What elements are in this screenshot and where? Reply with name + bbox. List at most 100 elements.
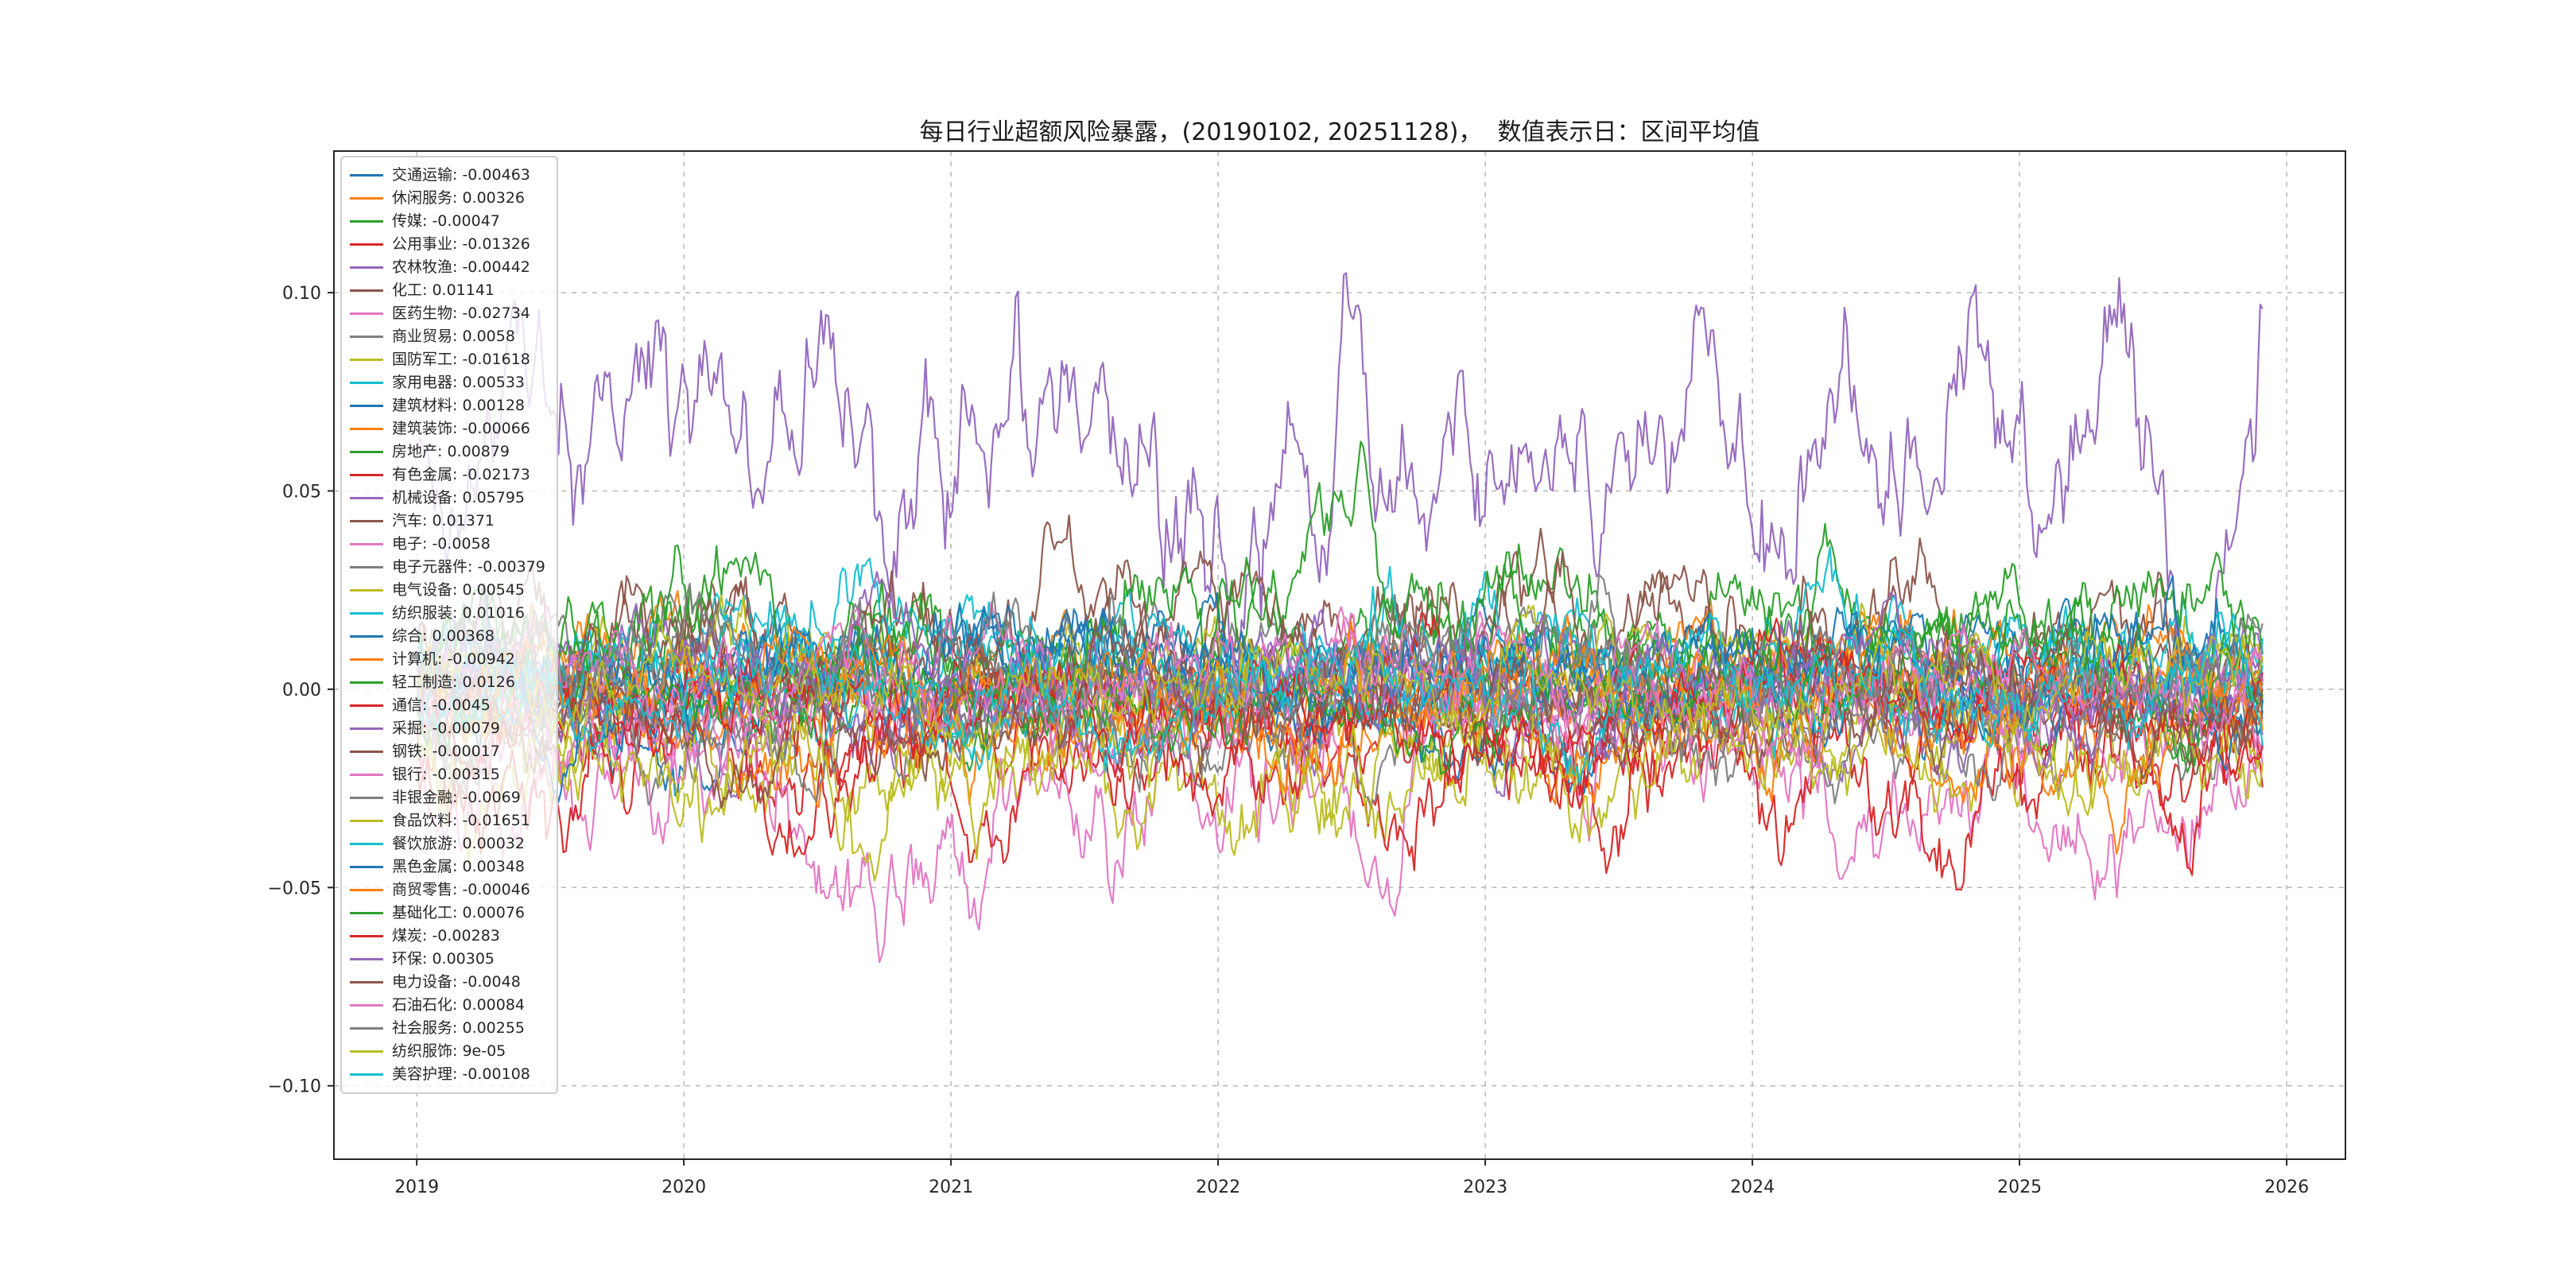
legend-line-swatch [350, 958, 383, 960]
x-tick-label: 2021 [929, 1177, 973, 1197]
x-tick-label: 2026 [2264, 1177, 2309, 1197]
x-tick-label: 2020 [661, 1177, 706, 1197]
x-tick-label: 2022 [1196, 1177, 1240, 1197]
legend-label: 美容护理: -0.00108 [392, 1065, 530, 1083]
legend-label: 公用事业: -0.01326 [392, 235, 530, 253]
series-line-商贸零售 [417, 614, 2264, 757]
series-line-煤炭 [417, 617, 2264, 803]
legend-label: 机械设备: 0.05795 [392, 489, 526, 506]
legend-line-swatch [350, 428, 383, 430]
legend-line-swatch [350, 405, 383, 407]
legend-line-swatch [350, 266, 383, 269]
legend-item: 环保: 0.00305 [350, 948, 545, 971]
legend-line-swatch [350, 866, 383, 868]
legend-item: 化工: 0.01141 [350, 279, 545, 302]
legend-item: 国防军工: -0.01618 [350, 348, 545, 371]
legend-line-swatch [350, 635, 383, 638]
legend-label: 化工: 0.01141 [392, 281, 495, 299]
legend-label: 环保: 0.00305 [392, 950, 495, 968]
legend-line-swatch [350, 566, 383, 568]
legend-item: 电力设备: -0.0048 [350, 971, 545, 994]
legend-label: 交通运输: -0.00463 [392, 166, 530, 184]
legend-item: 休闲服务: 0.00326 [350, 187, 545, 210]
legend-label: 电气设备: 0.00545 [392, 581, 526, 599]
legend-line-swatch [350, 981, 383, 983]
legend-label: 综合: 0.00368 [392, 627, 495, 645]
x-tick-label: 2024 [1730, 1177, 1775, 1197]
legend-item: 公用事业: -0.01326 [350, 233, 545, 256]
legend-item: 采掘: -0.00079 [350, 717, 545, 740]
legend-item: 纺织服饰: 9e-05 [350, 1040, 545, 1063]
legend-line-swatch [350, 220, 383, 223]
legend-label: 轻工制造: 0.0126 [392, 673, 515, 691]
legend-item: 基础化工: 0.00076 [350, 902, 545, 925]
legend-item: 综合: 0.00368 [350, 625, 545, 648]
legend-item: 交通运输: -0.00463 [350, 164, 545, 187]
legend-label: 煤炭: -0.00283 [392, 927, 500, 945]
legend-line-swatch [350, 727, 383, 730]
legend-label: 计算机: -0.00942 [392, 650, 515, 668]
legend-line-swatch [350, 612, 383, 615]
legend-label: 商业贸易: 0.0058 [392, 328, 515, 345]
legend-item: 非银金融: -0.0069 [350, 786, 545, 809]
legend-line-swatch [350, 935, 383, 937]
y-tick-label: −0.05 [268, 879, 321, 898]
legend-item: 建筑材料: 0.00128 [350, 394, 545, 417]
legend-label: 钢铁: -0.00017 [392, 743, 500, 760]
legend-item: 建筑装饰: -0.00066 [350, 417, 545, 440]
legend-line-swatch [350, 543, 383, 545]
x-tick-label: 2025 [1997, 1177, 2042, 1197]
legend-label: 休闲服务: 0.00326 [392, 189, 526, 207]
chart-title: 每日行业超额风险暴露，(20190102, 20251128)， 数值表示日：区… [919, 118, 1760, 146]
series-line-电气设备 [417, 593, 2264, 753]
legend-line-swatch [350, 1004, 383, 1007]
legend-label: 非银金融: -0.0069 [392, 789, 521, 806]
legend-label: 医药生物: -0.02734 [392, 305, 530, 322]
legend-item: 银行: -0.00315 [350, 763, 545, 786]
legend-item: 商贸零售: -0.00046 [350, 879, 545, 902]
legend-item: 社会服务: 0.00255 [350, 1017, 545, 1040]
legend-label: 有色金属: -0.02173 [392, 466, 530, 483]
series-line-轻工制造 [417, 440, 2264, 729]
legend-item: 电子: -0.0058 [350, 533, 545, 556]
legend-line-swatch [350, 820, 383, 822]
legend-item: 计算机: -0.00942 [350, 648, 545, 671]
legend-line-swatch [350, 497, 383, 499]
legend-item: 石油石化: 0.00084 [350, 994, 545, 1017]
legend-label: 汽车: 0.01371 [392, 512, 495, 530]
legend-item: 通信: -0.0045 [350, 694, 545, 717]
legend-label: 纺织服装: 0.01016 [392, 604, 526, 622]
legend-label: 电力设备: -0.0048 [392, 973, 521, 991]
series-line-机械设备 [417, 272, 2264, 703]
legend-label: 家用电器: 0.00533 [392, 374, 526, 391]
legend-item: 机械设备: 0.05795 [350, 487, 545, 510]
legend-label: 房地产: 0.00879 [392, 443, 510, 460]
legend-label: 商贸零售: -0.00046 [392, 881, 530, 898]
legend-label: 建筑装饰: -0.00066 [392, 420, 530, 437]
legend-item: 汽车: 0.01371 [350, 510, 545, 533]
legend-label: 农林牧渔: -0.00442 [392, 258, 530, 276]
legend-label: 采掘: -0.00079 [392, 720, 500, 737]
legend-line-swatch [350, 520, 383, 522]
legend-label: 纺织服饰: 9e-05 [392, 1042, 506, 1060]
series-line-黑色金属 [417, 575, 2264, 803]
legend-line-swatch [350, 681, 383, 684]
legend-label: 电子: -0.0058 [392, 535, 491, 553]
series-line-石油石化 [417, 597, 2264, 769]
legend-line-swatch [350, 889, 383, 891]
legend-item: 黑色金属: 0.00348 [350, 855, 545, 879]
legend-item: 轻工制造: 0.0126 [350, 671, 545, 694]
legend-label: 电子元器件: -0.00379 [392, 558, 545, 576]
legend-item: 餐饮旅游: 0.00032 [350, 832, 545, 855]
legend-line-swatch [350, 336, 383, 338]
legend-item: 电气设备: 0.00545 [350, 579, 545, 602]
legend-label: 石油石化: 0.00084 [392, 996, 526, 1014]
legend-item: 传媒: -0.00047 [350, 210, 545, 233]
legend-label: 基础化工: 0.00076 [392, 904, 526, 921]
legend-line-swatch [350, 774, 383, 776]
legend-line-swatch [350, 589, 383, 592]
x-tick-label: 2023 [1463, 1177, 1507, 1197]
legend-item: 医药生物: -0.02734 [350, 302, 545, 325]
